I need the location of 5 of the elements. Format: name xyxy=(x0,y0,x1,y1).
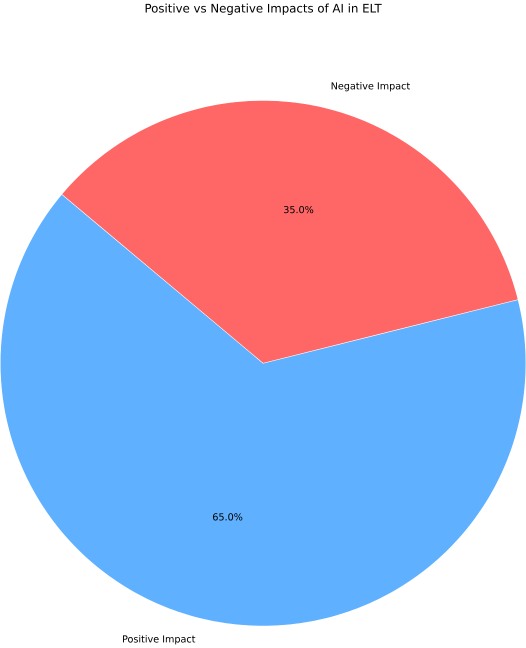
slice-label: Positive Impact xyxy=(122,635,196,644)
chart-title: Positive vs Negative Impacts of AI in ELT xyxy=(146,4,382,15)
data-label: 35.0% xyxy=(284,206,314,214)
data-label: 65.0% xyxy=(212,513,242,520)
slice-label: Negative Impact xyxy=(332,82,410,92)
